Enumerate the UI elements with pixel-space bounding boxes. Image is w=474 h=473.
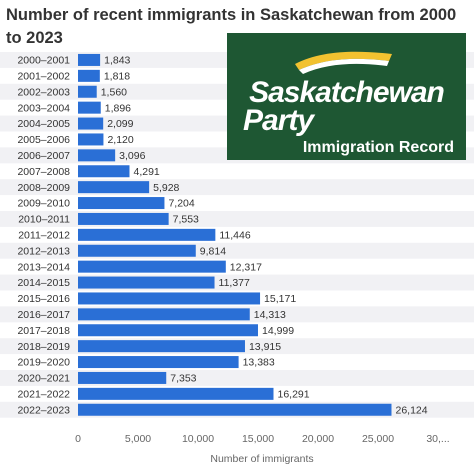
category-label: 2014–2015 [17, 277, 70, 289]
data-label: 14,313 [254, 309, 286, 321]
row-band [0, 211, 474, 227]
data-label: 13,383 [243, 357, 275, 369]
data-label: 7,204 [168, 198, 194, 210]
bar[interactable] [78, 276, 215, 289]
data-label: 16,291 [277, 388, 309, 400]
category-label: 2017–2018 [17, 325, 70, 337]
bar[interactable] [78, 403, 392, 416]
data-label: 2,120 [107, 134, 133, 146]
logo-subtitle: Immigration Record [302, 139, 454, 156]
data-label: 1,818 [104, 70, 130, 82]
data-label: 1,843 [104, 55, 130, 67]
bar[interactable] [78, 324, 258, 337]
category-label: 2013–2014 [17, 261, 70, 273]
category-label: 2005–2006 [17, 134, 70, 146]
bar[interactable] [78, 133, 104, 146]
category-axis-labels: 2000–2001 2001–2002 2002–2003 2003–2004 2004… [17, 55, 70, 417]
data-labels: 1,843 1,818 1,560 1,896 2,099 2,120 3,096 4,291… [101, 55, 428, 417]
x-tick-label: 10,000 [182, 433, 214, 445]
x-tick-label: 0 [75, 433, 81, 445]
data-label: 4,291 [133, 166, 159, 178]
bar[interactable] [78, 340, 245, 353]
x-axis-title: Number of immigrants [210, 453, 313, 465]
row-band [0, 370, 474, 386]
bar[interactable] [78, 197, 165, 210]
logo-wordmark-line1: Saskatchewan [249, 76, 445, 109]
chart-title: Number of recent immigrants in Saskatche… [6, 6, 457, 47]
category-label: 2003–2004 [17, 102, 70, 114]
data-label: 26,124 [395, 404, 427, 416]
data-label: 3,096 [119, 150, 145, 162]
data-label: 14,999 [262, 325, 294, 337]
value-axis-tick-labels: 0 5,000 10,000 15,000 20,000 25,000 30,... [75, 433, 450, 445]
category-label: 2006–2007 [17, 150, 70, 162]
data-label: 9,814 [200, 245, 226, 257]
category-label: 2020–2021 [17, 373, 70, 385]
data-label: 1,896 [105, 102, 131, 114]
category-label: 2018–2019 [17, 341, 70, 353]
bar[interactable] [78, 53, 101, 66]
data-label: 13,915 [249, 341, 281, 353]
category-label: 2002–2003 [17, 86, 70, 98]
bar-series [78, 53, 392, 416]
bar[interactable] [78, 85, 97, 98]
category-label: 2011–2012 [18, 229, 70, 241]
bar[interactable] [78, 308, 250, 321]
data-label: 11,446 [219, 229, 250, 241]
x-tick-label: 15,000 [242, 433, 274, 445]
data-label: 12,317 [230, 261, 262, 273]
bar[interactable] [78, 69, 100, 82]
bar[interactable] [78, 356, 239, 369]
data-label: 5,928 [153, 182, 179, 194]
bar[interactable] [78, 228, 216, 241]
bar[interactable] [78, 292, 261, 305]
category-label: 2009–2010 [17, 198, 70, 210]
category-label: 2021–2022 [17, 388, 70, 400]
category-label: 2012–2013 [17, 245, 70, 257]
bar[interactable] [78, 244, 196, 257]
bar[interactable] [78, 101, 101, 114]
category-label: 2019–2020 [17, 357, 70, 369]
party-logo: Saskatchewan Party Immigration Record [227, 33, 466, 160]
data-label: 7,553 [173, 214, 199, 226]
flag-emblem-icon [295, 51, 392, 74]
data-label: 11,377 [219, 277, 250, 289]
bar[interactable] [78, 212, 169, 225]
data-label: 15,171 [264, 293, 296, 305]
bar[interactable] [78, 260, 226, 273]
data-label: 1,560 [101, 86, 127, 98]
data-label: 2,099 [107, 118, 133, 130]
category-label: 2022–2023 [17, 404, 70, 416]
row-band [0, 179, 474, 196]
x-tick-label: 20,000 [302, 433, 334, 445]
category-label: 2000–2001 [17, 55, 70, 67]
category-label: 2015–2016 [17, 293, 70, 305]
category-label: 2016–2017 [17, 309, 70, 321]
x-tick-label: 25,000 [362, 433, 394, 445]
category-label: 2008–2009 [17, 182, 70, 194]
category-label: 2007–2008 [17, 166, 70, 178]
bar[interactable] [78, 387, 274, 400]
bar[interactable] [78, 149, 116, 162]
row-band [0, 242, 474, 259]
x-tick-label: 30,... [426, 433, 449, 445]
category-label: 2004–2005 [17, 118, 70, 130]
logo-wordmark-line2: Party [243, 104, 314, 137]
category-label: 2010–2011 [18, 214, 70, 226]
data-label: 7,353 [170, 373, 196, 385]
bar[interactable] [78, 117, 104, 130]
x-tick-label: 5,000 [125, 433, 151, 445]
bar[interactable] [78, 181, 150, 194]
category-label: 2001–2002 [17, 70, 70, 82]
bar[interactable] [78, 165, 130, 178]
bar[interactable] [78, 371, 167, 384]
